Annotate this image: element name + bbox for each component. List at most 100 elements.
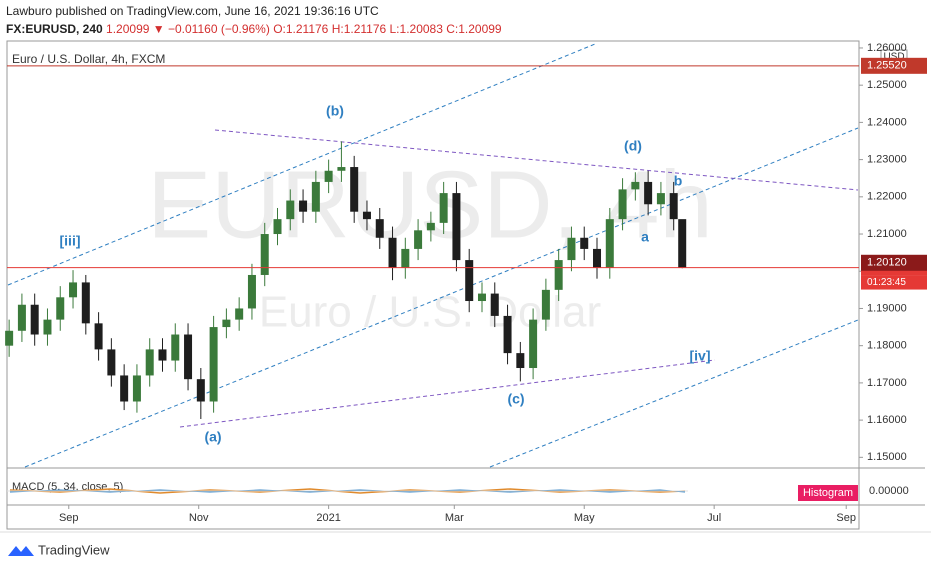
candle-body <box>477 293 486 302</box>
candle-body <box>350 167 359 212</box>
candle-body <box>158 349 167 361</box>
x-tick-label: Nov <box>189 512 209 524</box>
candle-body <box>222 319 231 328</box>
wave-label: (d) <box>624 138 642 154</box>
legend-box <box>798 485 858 501</box>
candle-body <box>69 282 78 298</box>
channel-line <box>7 43 596 286</box>
y-tick-label: 1.19000 <box>867 302 907 314</box>
change: ▼ −0.01160 (−0.96%) <box>152 22 270 36</box>
brand: TradingView <box>38 542 110 557</box>
candle-body <box>593 248 602 268</box>
y-tick-label: 1.21000 <box>867 228 907 240</box>
candle-body <box>516 353 525 369</box>
candle-body <box>311 181 320 212</box>
triangle-line <box>179 359 716 428</box>
y-tick-label: 1.16000 <box>867 414 907 426</box>
last-price: 1.20099 <box>106 22 150 36</box>
y-tick-label: 1.15000 <box>867 451 907 463</box>
candle-body <box>235 308 244 320</box>
candle-body <box>30 304 39 335</box>
candle-body <box>452 193 461 261</box>
y-tick-label: 1.23000 <box>867 154 907 166</box>
wave-label: b <box>674 173 683 189</box>
candle-body <box>196 379 205 402</box>
y-tick-label: 1.26000 <box>867 42 907 54</box>
price-marker-box <box>861 254 927 271</box>
wave-label: (a) <box>204 429 221 445</box>
price-label: 1.25520 <box>867 60 907 72</box>
x-tick-label: Jul <box>707 512 721 524</box>
logo <box>8 546 34 556</box>
candle-body <box>580 237 589 249</box>
x-tick-label: Sep <box>836 512 856 524</box>
candle-body <box>656 193 665 205</box>
candle-body <box>260 234 269 275</box>
candle-body <box>145 349 154 376</box>
price-label-box <box>861 57 927 74</box>
candle-body <box>337 167 346 171</box>
ohlc: O:1.21176 H:1.21176 L:1.20083 C:1.20099 <box>273 22 502 36</box>
x-tick-label: Sep <box>59 512 79 524</box>
candle-body <box>120 375 129 402</box>
y-tick-label: 1.22000 <box>867 191 907 203</box>
candle-body <box>465 260 474 302</box>
publisher: Lawburo published on TradingView.com, Ju… <box>6 4 379 18</box>
candle-body <box>678 219 687 268</box>
candle-body <box>644 181 653 205</box>
candle-body <box>426 222 435 231</box>
candle-body <box>56 297 65 320</box>
triangle-line <box>214 129 859 191</box>
candle-body <box>541 289 550 320</box>
candle-body <box>81 282 90 324</box>
price-marker-label: 1.20120 <box>867 257 907 269</box>
y-tick-label: 1.17000 <box>867 377 907 389</box>
watermark: EURUSD, 4h Euro / U.S. Dollar <box>147 151 713 336</box>
candle-body <box>17 304 26 331</box>
x-tick-label: 2021 <box>316 512 340 524</box>
candle-body <box>362 211 371 220</box>
channel-line <box>489 319 859 468</box>
x-tick-label: Mar <box>445 512 464 524</box>
candle-body <box>286 200 295 220</box>
wave-label: [iv] <box>690 348 711 364</box>
countdown-box <box>861 275 927 290</box>
candle-body <box>184 334 193 380</box>
candle-body <box>94 323 103 350</box>
countdown: 01:23:45 <box>867 277 906 288</box>
candle-body <box>414 230 423 249</box>
candle-body <box>209 327 218 402</box>
wave-label: (c) <box>507 391 524 407</box>
candle-body <box>567 237 576 261</box>
candle-body <box>132 375 141 402</box>
frame <box>6 40 860 530</box>
x-tick-label: May <box>574 512 595 524</box>
wave-label: a <box>641 229 649 245</box>
wave-label: (b) <box>326 103 344 119</box>
candle-body <box>529 319 538 369</box>
watermark-symbol: EURUSD, 4h <box>147 151 713 258</box>
y-tick-label: 1.18000 <box>867 340 907 352</box>
y-tick-label: 1.25000 <box>867 79 907 91</box>
candle-body <box>503 315 512 354</box>
candle-body <box>669 193 678 220</box>
candle-body <box>324 170 333 182</box>
macd-tick-label: 0.00000 <box>869 485 909 497</box>
candle-body <box>554 260 563 290</box>
candle-body <box>490 293 499 316</box>
drawings <box>7 43 859 468</box>
candle-body <box>43 319 52 335</box>
candle-body <box>299 200 308 212</box>
wave-label: [iii] <box>60 233 81 249</box>
symbol-line: FX:EURUSD, 240 1.20099 ▼ −0.01160 (−0.96… <box>6 22 502 36</box>
candle-body <box>439 193 448 223</box>
candle-body <box>247 274 256 309</box>
candle-body <box>171 334 180 361</box>
candle-body <box>618 189 627 220</box>
candle-body <box>5 330 14 346</box>
candle-body <box>401 248 410 268</box>
candle-body <box>107 349 116 376</box>
y-tick-label: 1.24000 <box>867 116 907 128</box>
